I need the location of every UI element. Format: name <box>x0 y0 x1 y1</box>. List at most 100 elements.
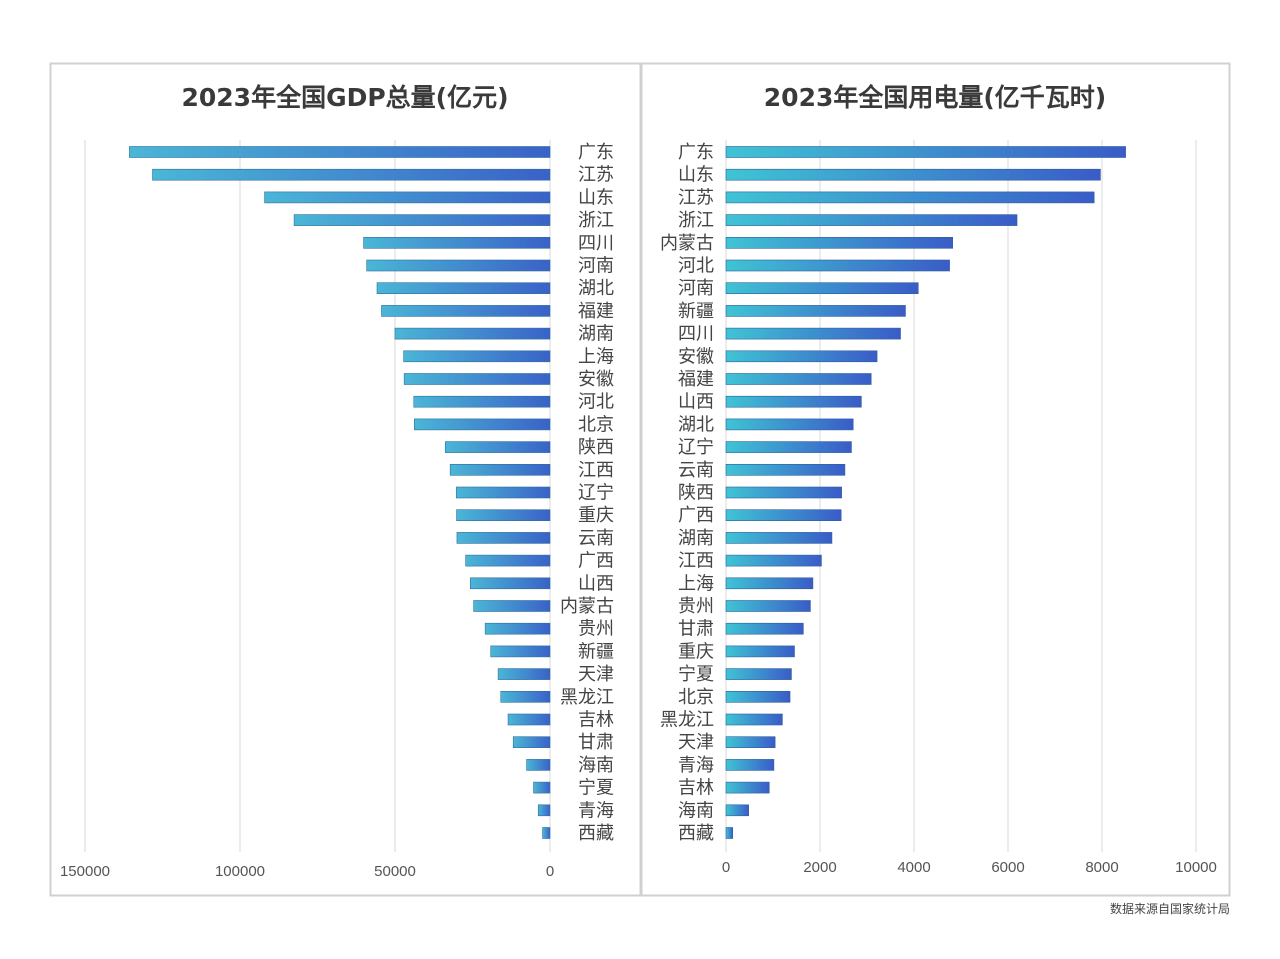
right-bar <box>725 418 854 431</box>
right-bar <box>725 237 953 249</box>
left-bar <box>497 668 551 680</box>
left-category-label: 上海 <box>578 346 614 367</box>
left-bar <box>500 690 551 703</box>
left-category-label: 海南 <box>578 755 614 776</box>
left-category-label: 安徽 <box>578 369 614 390</box>
right-bar <box>725 350 878 363</box>
left-chart-title: 2023年全国GDP总量(亿元) <box>181 83 508 112</box>
left-bar <box>456 486 551 499</box>
right-bar <box>725 214 1018 226</box>
right-bar <box>725 804 749 817</box>
left-category-label: 广西 <box>578 551 614 572</box>
right-category-label: 山东 <box>678 165 714 186</box>
right-category-label: 宁夏 <box>678 664 714 685</box>
left-category-label: 甘肃 <box>578 732 614 753</box>
right-bar <box>725 622 804 635</box>
right-category-label: 重庆 <box>678 641 714 662</box>
right-category-label: 新疆 <box>678 301 714 322</box>
left-bar <box>376 282 551 295</box>
left-category-label: 新疆 <box>578 641 614 662</box>
left-bar <box>512 736 551 749</box>
left-bar <box>366 259 551 272</box>
source-note: 数据来源自国家统计局 <box>1109 902 1230 916</box>
right-category-label: 甘肃 <box>678 619 714 640</box>
right-bar <box>725 827 734 839</box>
right-bar <box>725 305 906 317</box>
left-category-label: 河北 <box>578 392 614 413</box>
right-category-label: 浙江 <box>678 210 714 231</box>
left-category-label: 陕西 <box>578 437 614 458</box>
right-category-label: 山西 <box>678 392 714 413</box>
left-category-label: 湖南 <box>578 324 614 345</box>
right-category-label: 湖南 <box>678 528 714 549</box>
right-category-label: 江苏 <box>678 187 714 208</box>
left-bar <box>526 759 551 771</box>
right-category-label: 西藏 <box>678 823 714 844</box>
right-bar <box>725 282 919 295</box>
right-bar <box>725 327 901 340</box>
right-category-label: 内蒙古 <box>660 233 714 254</box>
right-category-label: 广东 <box>678 142 714 163</box>
left-bar <box>465 554 551 567</box>
left-bar <box>363 237 551 249</box>
right-bar <box>725 259 950 272</box>
left-category-label: 山东 <box>578 187 614 208</box>
left-category-label: 西藏 <box>578 823 614 844</box>
left-category-label: 贵州 <box>578 619 614 640</box>
left-x-tick-label: 50000 <box>374 863 416 880</box>
left-bar <box>456 532 551 544</box>
right-bar <box>725 645 795 658</box>
left-bar <box>403 373 551 385</box>
right-category-label: 四川 <box>678 324 714 345</box>
left-x-tick-label: 0 <box>546 863 554 880</box>
left-bar <box>533 781 551 794</box>
right-x-tick-label: 10000 <box>1175 859 1217 876</box>
right-category-label: 安徽 <box>678 346 714 367</box>
left-category-label: 北京 <box>578 414 614 435</box>
left-x-tick-label: 100000 <box>215 863 265 880</box>
left-category-label: 云南 <box>578 528 614 549</box>
left-category-label: 辽宁 <box>578 483 614 504</box>
left-category-label: 天津 <box>578 664 614 685</box>
right-x-tick-label: 0 <box>722 859 730 876</box>
right-bar <box>725 509 842 522</box>
right-bar <box>725 441 852 453</box>
left-bar <box>264 191 551 204</box>
right-bar <box>725 191 1095 204</box>
right-category-label: 青海 <box>678 755 714 776</box>
left-bar <box>473 600 551 612</box>
right-category-label: 福建 <box>678 369 714 390</box>
right-category-label: 海南 <box>678 800 714 821</box>
left-bar <box>490 645 551 658</box>
left-category-label: 吉林 <box>578 710 614 731</box>
right-category-label: 辽宁 <box>678 437 714 458</box>
right-bar <box>725 146 1126 158</box>
right-category-label: 河北 <box>678 256 714 277</box>
right-category-label: 广西 <box>678 505 714 526</box>
left-plot-area: 150000 100000 50000 0 广东江苏山东浙江四川河南湖北福建湖南上海安徽… <box>60 140 614 880</box>
left-category-label: 江西 <box>578 460 614 481</box>
right-bar <box>725 600 811 612</box>
left-category-label: 湖北 <box>578 278 614 299</box>
left-bar <box>456 509 551 522</box>
left-category-label: 广东 <box>578 142 614 163</box>
left-category-label: 河南 <box>578 256 614 277</box>
left-bar <box>507 713 551 726</box>
left-category-label: 宁夏 <box>578 778 614 799</box>
right-bar <box>725 532 833 544</box>
left-bar <box>470 577 551 590</box>
left-bar <box>381 305 551 317</box>
left-bar <box>449 463 551 476</box>
right-x-tick-label: 6000 <box>991 859 1024 876</box>
right-bar <box>725 554 822 567</box>
right-bar <box>725 463 846 476</box>
right-category-label: 江西 <box>678 551 714 572</box>
left-bar <box>413 395 551 408</box>
right-bar <box>725 781 770 794</box>
left-bar <box>542 827 551 839</box>
left-category-label: 青海 <box>578 800 614 821</box>
left-bar <box>537 804 551 817</box>
right-bar <box>725 486 842 499</box>
right-category-label: 湖北 <box>678 414 714 435</box>
